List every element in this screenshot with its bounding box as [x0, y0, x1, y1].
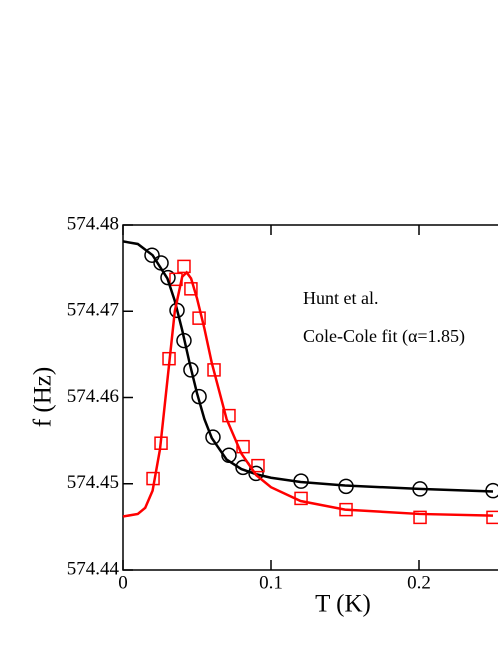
annotation: Hunt et al.	[303, 288, 378, 308]
annotation: Cole-Cole fit (α=1.85)	[303, 326, 465, 347]
fit-line	[122, 270, 494, 518]
data-point	[160, 269, 176, 286]
data-point	[184, 282, 198, 296]
y-tick-label: 574.47	[67, 300, 119, 321]
data-point	[183, 362, 199, 378]
x-axis-label: T (K)	[315, 591, 371, 618]
data-point	[413, 510, 427, 525]
plot-frame	[122, 224, 498, 571]
y-tick-label: 574.44	[67, 558, 120, 579]
data-point	[177, 259, 191, 274]
data-point	[248, 465, 264, 482]
y-tick-label: 574.45	[67, 472, 119, 493]
data-point	[192, 311, 206, 325]
x-tick-label: 0.1	[259, 572, 283, 593]
y-tick-label: 574.46	[67, 386, 119, 407]
x-tick-label: 0	[118, 572, 128, 593]
data-point	[251, 458, 265, 473]
data-point	[144, 247, 160, 263]
fit-line	[122, 240, 494, 493]
data-point	[486, 510, 498, 525]
data-point	[236, 439, 250, 454]
y-tick-label: 574.48	[67, 213, 119, 234]
data-point	[205, 429, 221, 445]
x-tick-label: 0.2	[407, 572, 431, 593]
y-axis-label: f (Hz)	[30, 367, 57, 427]
